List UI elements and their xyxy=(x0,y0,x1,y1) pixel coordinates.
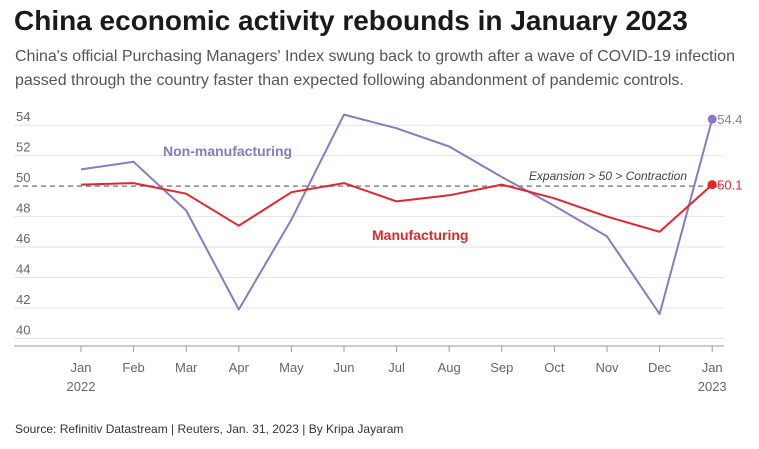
y-tick-label: 52 xyxy=(16,140,30,155)
y-tick-label: 40 xyxy=(16,322,30,337)
reference-line-label: Expansion > 50 > Contraction xyxy=(529,169,687,183)
grid-lines xyxy=(14,124,724,339)
x-tick-label: Apr xyxy=(229,360,250,375)
x-tick-label: Oct xyxy=(544,360,565,375)
x-tick-label: Nov xyxy=(595,360,619,375)
manufacturing-series-label: Manufacturing xyxy=(372,227,468,243)
y-tick-label: 50 xyxy=(16,170,30,185)
y-tick-label: 44 xyxy=(16,261,30,276)
x-tick-label: Dec xyxy=(648,360,672,375)
x-tick-label: Jan xyxy=(702,360,723,375)
x-tick-label: Jan xyxy=(71,360,92,375)
pmi-line-chart: 54 52 50 48 46 44 42 40 Jan 2022 Feb Mar Apr May Jun Ju… xyxy=(14,109,743,394)
non_manufacturing-series-label: Non-manufacturing xyxy=(163,143,292,159)
x-tick-label: May xyxy=(279,360,304,375)
axes xyxy=(14,345,724,352)
manufacturing-end-point xyxy=(707,180,717,190)
chart-title: China economic activity rebounds in Janu… xyxy=(14,5,688,36)
x-tick-label: Mar xyxy=(175,360,198,375)
manufacturing-line xyxy=(80,182,713,233)
non_manufacturing-end-point xyxy=(707,114,717,124)
series-lines xyxy=(80,113,717,315)
non_manufacturing-line xyxy=(80,113,714,315)
non_manufacturing-end-label: 54.4 xyxy=(717,112,742,127)
source-note: Source: Refinitiv Datastream | Reuters, … xyxy=(15,422,404,436)
x-year-label: 2023 xyxy=(698,379,727,394)
x-tick-label: Sep xyxy=(490,360,513,375)
y-tick-label: 54 xyxy=(16,109,30,124)
x-tick-label: Jul xyxy=(388,360,405,375)
manufacturing-end-label: 50.1 xyxy=(717,178,742,193)
x-year-label: 2022 xyxy=(67,379,96,394)
x-tick-label: Aug xyxy=(438,360,461,375)
y-tick-label: 48 xyxy=(16,201,30,216)
chart-subtitle: China's official Purchasing Managers' In… xyxy=(15,48,735,89)
y-tick-label: 46 xyxy=(16,231,30,246)
x-tick-label: Jun xyxy=(334,360,355,375)
x-tick-label: Feb xyxy=(122,360,144,375)
chart-labels: 54 52 50 48 46 44 42 40 Jan 2022 Feb Mar Apr May Jun Ju… xyxy=(16,109,743,394)
y-tick-label: 42 xyxy=(16,292,30,307)
